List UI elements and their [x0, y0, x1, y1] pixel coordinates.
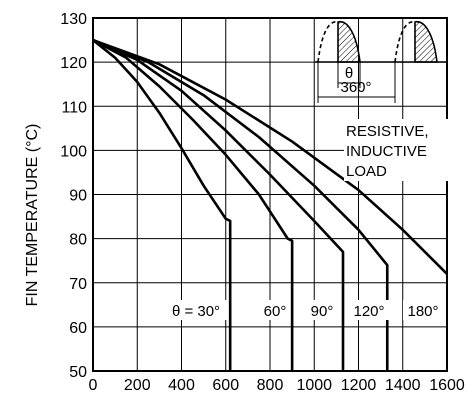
load-text-line-3: LOAD: [346, 163, 387, 180]
y-tick-label: 50: [69, 364, 87, 381]
plot-frame: [92, 17, 448, 372]
series-label-180: 180°: [407, 303, 438, 320]
theta-label: θ: [345, 65, 353, 82]
y-tick-label: 110: [61, 99, 87, 116]
x-tick-label: 800: [257, 377, 284, 394]
series-label-120: 120°: [353, 303, 384, 320]
x-tick-label: 200: [124, 377, 151, 394]
series-label-30: θ = 30°: [172, 303, 220, 320]
y-tick-label: 100: [60, 143, 87, 160]
waveform-dashed-2: [394, 21, 416, 63]
load-text-line-1: RESISTIVE,: [346, 123, 429, 140]
x-tick-label: 600: [212, 377, 239, 394]
y-tick-label: 70: [69, 276, 87, 293]
series-60deg-line: [92, 38, 294, 371]
x-tick-label: 1200: [341, 377, 377, 394]
y-tick-label: 60: [69, 320, 87, 337]
load-text: RESISTIVE, INDUCTIVE LOAD: [344, 119, 450, 181]
series-group: [92, 38, 448, 371]
series-90deg-line: [92, 38, 345, 371]
series-label-90: 90°: [311, 303, 334, 320]
waveform-hatched-2: [414, 21, 438, 63]
y-tick-label: 80: [69, 232, 87, 249]
y-tick-label: 90: [69, 188, 87, 205]
x-tick-label: 1600: [429, 377, 465, 394]
tick-labels: 0 200 400 600 800 1000 1200 1400 1600 50 60 70 80 90 1…: [60, 11, 465, 394]
x-tick-label: 1400: [385, 377, 421, 394]
x-tick-label: 0: [89, 377, 98, 394]
x-tick-label: 400: [168, 377, 195, 394]
y-tick-label: 120: [60, 55, 87, 72]
y-tick-label: 130: [60, 11, 87, 28]
series-180deg-line: [92, 38, 448, 275]
series-30deg-line: [92, 39, 232, 371]
waveform-dashed-1: [317, 21, 339, 63]
waveform-hatched-1: [337, 21, 361, 63]
series-label-60: 60°: [264, 303, 287, 320]
period-label: 360°: [340, 79, 371, 96]
load-text-line-2: INDUCTIVE: [346, 143, 427, 160]
waveform-inset: θ 360°: [315, 21, 448, 103]
y-axis-label: FIN TEMPERATURE (°C): [24, 124, 41, 307]
x-tick-label: 1000: [296, 377, 332, 394]
series-labels: θ = 30° 60° 90° 120° 180°: [165, 300, 443, 320]
series-120deg-line: [92, 38, 389, 371]
